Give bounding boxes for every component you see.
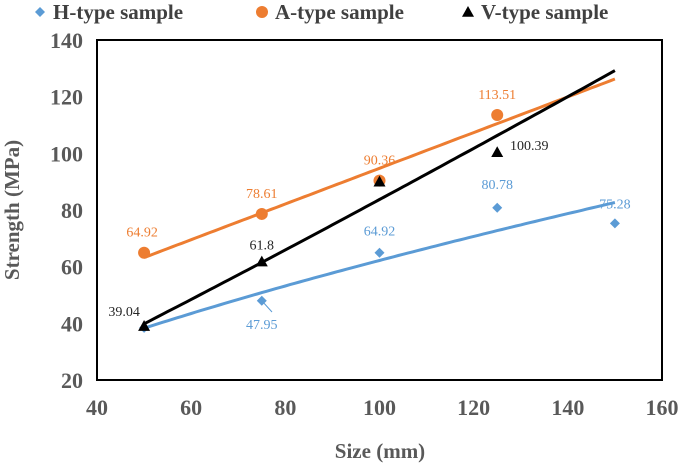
data-labels: 47.95 64.92 80.78 75.28 64.92 78.61 90.36 113.5…: [108, 88, 630, 333]
data-point: [138, 320, 151, 331]
x-tick-label: 40: [86, 395, 108, 420]
data-label: 80.78: [481, 178, 513, 193]
data-label: 75.28: [599, 197, 631, 212]
data-point: [255, 255, 268, 267]
data-point: [374, 247, 385, 258]
data-label: 39.04: [108, 305, 140, 320]
trendline: [143, 201, 616, 330]
data-label: 61.8: [250, 239, 275, 254]
data-label: 113.51: [478, 88, 516, 103]
data-label: 100.39: [510, 139, 549, 154]
trendline: [143, 77, 616, 259]
data-label: 90.36: [364, 154, 396, 169]
legend-label: A-type sample: [275, 0, 404, 24]
x-tick-label: 80: [274, 395, 296, 420]
x-tick-label: 100: [363, 395, 396, 420]
data-markers: [138, 109, 620, 333]
y-axis-title: Strength (MPa): [0, 140, 24, 280]
data-point: [373, 175, 386, 187]
y-tick-label: 20: [61, 368, 83, 393]
legend-circle-icon: [256, 6, 268, 18]
data-label: 78.61: [246, 187, 278, 202]
data-point: [255, 207, 268, 220]
legend-item: H-type sample: [35, 0, 183, 24]
x-axis-title: Size (mm): [335, 439, 425, 463]
data-point: [492, 202, 503, 213]
legend-triangle-icon: [462, 6, 474, 17]
trendline: [143, 69, 616, 326]
y-axis-ticks: 20 40 60 80 100 120 140: [50, 28, 83, 393]
legend: H-type sample A-type sample V-type sample: [35, 0, 608, 24]
y-tick-label: 100: [50, 141, 83, 166]
data-label: 47.95: [246, 318, 278, 333]
data-point: [491, 146, 504, 158]
data-point: [138, 246, 151, 259]
y-tick-label: 80: [61, 198, 83, 223]
x-tick-label: 160: [646, 395, 679, 420]
data-point: [609, 218, 620, 229]
legend-label: V-type sample: [481, 0, 608, 24]
legend-label: H-type sample: [53, 0, 183, 24]
x-tick-label: 60: [180, 395, 202, 420]
legend-item: A-type sample: [256, 0, 404, 24]
legend-diamond-icon: [35, 7, 45, 17]
data-point: [491, 109, 504, 122]
trendlines: [143, 69, 616, 330]
data-label: 64.92: [126, 226, 158, 241]
y-tick-label: 140: [50, 28, 83, 53]
data-label: 64.92: [364, 225, 396, 240]
y-tick-label: 40: [61, 311, 83, 336]
y-tick-label: 60: [61, 255, 83, 280]
y-tick-label: 120: [50, 85, 83, 110]
label-leader-line: [261, 300, 273, 313]
x-tick-label: 140: [551, 395, 584, 420]
x-axis-ticks: 40 60 80 100 120 140 160: [86, 395, 679, 420]
plot-area: [96, 39, 663, 381]
x-tick-label: 120: [457, 395, 490, 420]
legend-item: V-type sample: [462, 0, 608, 24]
